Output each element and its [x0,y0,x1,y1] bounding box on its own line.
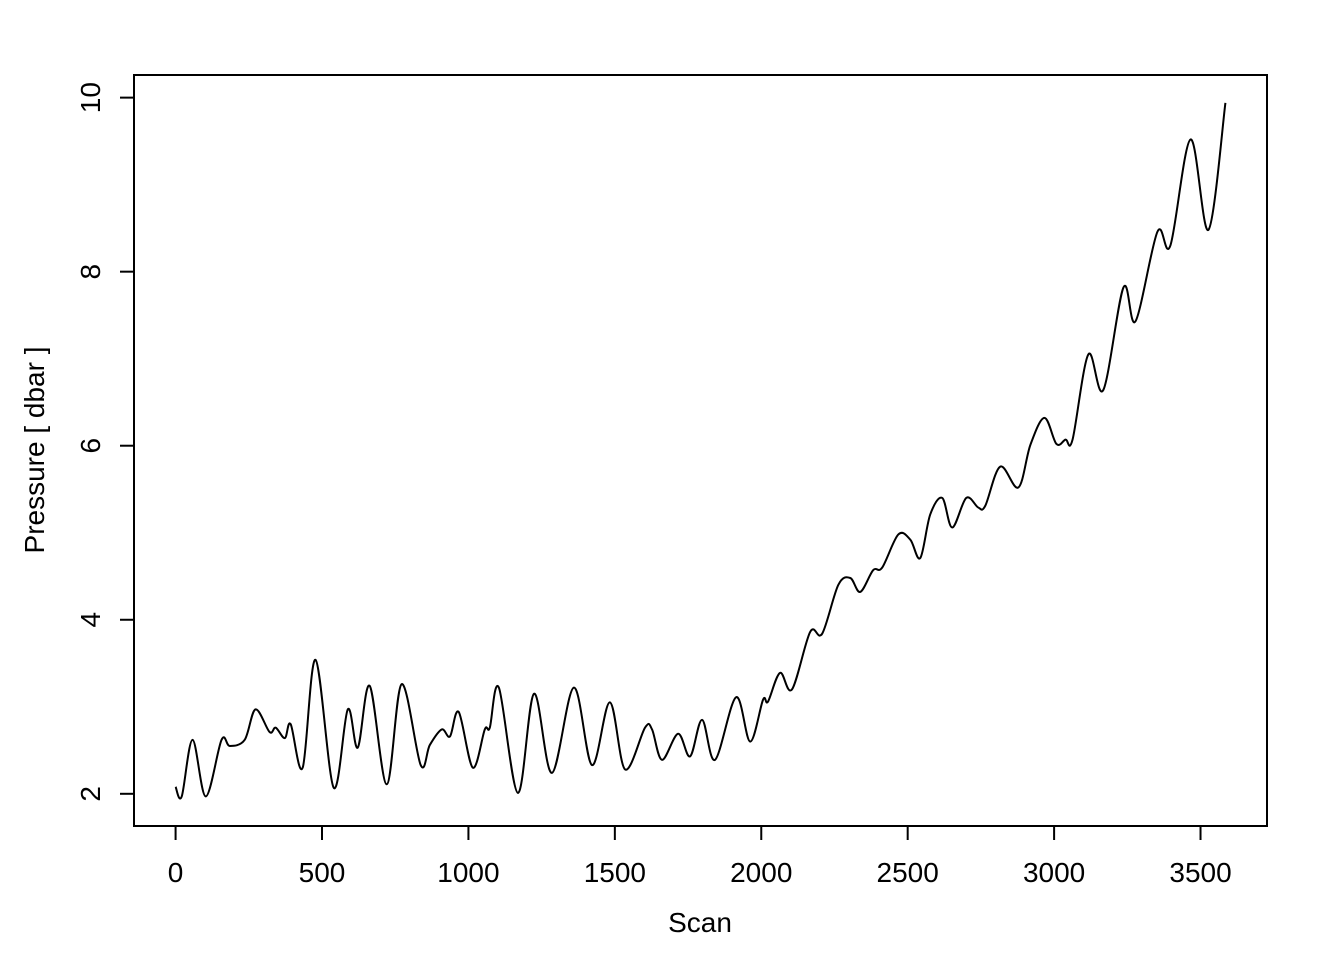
x-tick-label: 1500 [584,857,646,888]
x-tick-label: 2500 [877,857,939,888]
y-tick-label: 2 [75,786,106,802]
data-line [174,102,1227,800]
x-tick-label: 1000 [437,857,499,888]
x-axis-label: Scan [668,907,732,938]
y-tick-label: 8 [75,264,106,280]
y-tick-label: 10 [75,82,106,113]
y-tick-label: 6 [75,438,106,454]
x-tick-label: 0 [168,857,184,888]
x-tick-label: 3000 [1023,857,1085,888]
plot-box [133,74,1268,827]
y-axis-label: Pressure [ dbar ] [19,347,50,554]
x-tick-label: 2000 [730,857,792,888]
x-tick-label: 500 [299,857,346,888]
x-tick-label: 3500 [1169,857,1231,888]
y-tick-label: 4 [75,612,106,628]
